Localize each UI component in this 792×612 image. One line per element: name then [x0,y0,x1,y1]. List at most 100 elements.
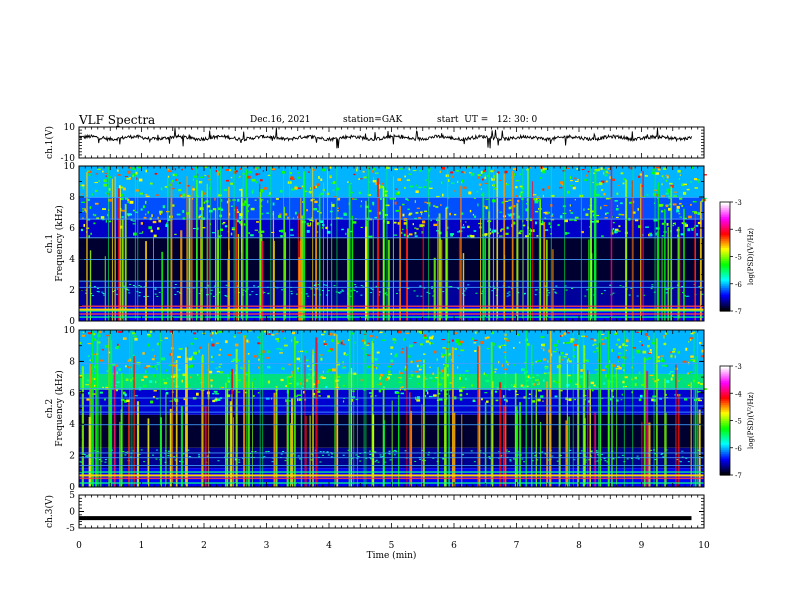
psd-speckle [133,335,137,338]
psd-speckle [519,230,523,232]
psd-speckle [361,339,366,342]
psd-speckle [374,358,378,361]
psd-speckle-low [251,291,254,293]
psd-speckle [150,365,154,368]
psd-speckle-low [98,459,101,461]
psd-speckle [304,350,308,353]
psd-speckle [151,214,153,218]
psd-speckle [86,227,90,229]
psd-speckle [407,199,409,201]
psd-speckle [165,224,169,228]
psd-speckle [223,188,228,191]
psd-speckle-low [96,451,99,453]
psd-speckle [416,364,419,368]
psd-speckle [418,368,422,371]
psd-speckle [507,213,509,215]
psd-speckle [220,208,223,211]
psd-speckle-low [421,459,424,461]
psd-speckle [397,178,402,181]
psd-speckle [439,371,443,375]
psd-speckle [160,339,163,341]
psd-speckle [480,188,482,191]
psd-speckle [569,341,573,343]
psd-speckle [490,177,492,179]
psd-speckle [601,235,604,237]
psd-speckle [641,344,643,347]
colorbar-cell [720,209,730,212]
colorbar-cell [720,373,730,376]
psd-speckle-low [123,285,126,287]
sferic-burst [301,215,304,321]
psd-speckle [600,167,603,170]
psd-speckle [253,395,255,397]
y-tick-label: 10 [64,326,76,336]
psd-speckle [246,339,249,343]
psd-speckle [569,204,571,207]
psd-speckle [239,168,242,170]
psd-speckle [135,211,138,213]
colorbar-cell [720,464,730,467]
psd-speckle [372,180,377,183]
psd-speckle [231,228,235,231]
colorbar-cell [720,402,730,405]
psd-speckle [237,332,242,334]
psd-speckle [672,224,674,227]
colorbar-cell [720,422,730,425]
psd-speckle [377,211,382,215]
psd-speckle [412,223,414,226]
psd-speckle [245,372,249,376]
psd-speckle [414,232,417,235]
psd-speckle-low [370,287,373,289]
psd-speckle [297,172,300,174]
psd-speckle [440,204,442,206]
psd-speckle-low [280,453,283,455]
psd-speckle [221,199,223,202]
psd-speckle-low [242,289,245,291]
psd-speckle [302,382,304,385]
psd-speckle-low [103,294,106,296]
psd-speckle [352,221,357,224]
psd-speckle [700,355,704,358]
psd-speckle [542,168,547,170]
psd-speckle [289,177,292,180]
psd-speckle [373,176,375,180]
psd-speckle [519,193,523,196]
psd-speckle [144,194,148,196]
psd-speckle [308,373,310,376]
psd-speckle [279,352,283,354]
psd-speckle [230,205,233,207]
psd-speckle [149,330,152,334]
psd-speckle [552,350,557,353]
psd-speckle-low [596,460,599,462]
psd-speckle-low [124,454,127,456]
colorbar-cell [720,380,730,383]
psd-speckle-low [188,456,191,458]
psd-speckle [595,193,600,197]
psd-speckle [562,341,565,344]
psd-speckle-low [102,292,105,294]
psd-speckle [480,194,483,196]
sferic-burst [186,357,188,487]
psd-speckle-low [225,284,228,286]
psd-speckle-low [665,292,668,294]
psd-speckle [380,185,383,189]
psd-speckle [328,332,333,336]
psd-speckle [644,333,648,336]
psd-speckle [409,344,413,347]
psd-speckle-low [475,292,478,294]
figure-start-time: start UT = 12: 30: 0 [437,115,538,125]
psd-speckle [644,174,648,177]
psd-speckle-low [333,285,336,287]
psd-speckle [423,334,427,337]
psd-speckle [459,397,463,401]
psd-speckle [404,175,406,178]
colorbar-cell [720,453,730,456]
psd-speckle [508,199,512,201]
psd-speckle [222,221,226,224]
psd-speckle [178,181,180,185]
psd-speckle [690,181,693,183]
psd-speckle [674,222,676,226]
colorbar-cell [720,467,730,471]
psd-speckle [443,363,445,365]
psd-speckle [180,195,183,198]
